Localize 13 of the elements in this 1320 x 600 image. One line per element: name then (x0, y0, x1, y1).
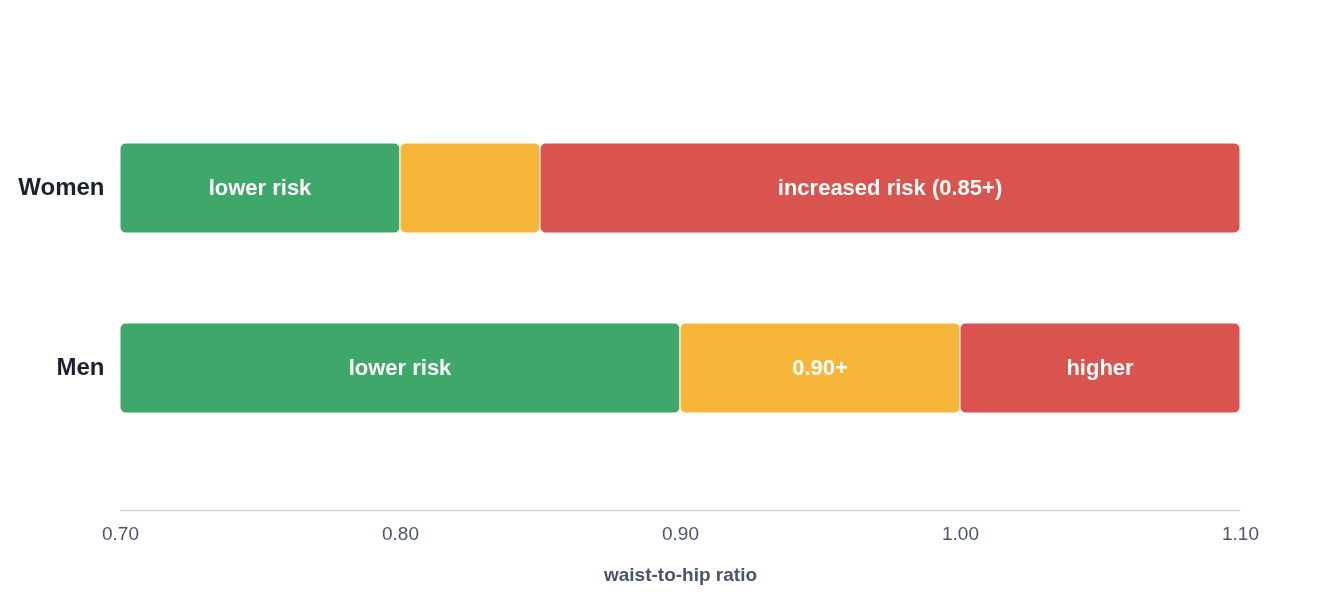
x-tick-label: 0.80 (382, 522, 419, 544)
y-tick-label: Men (56, 353, 105, 380)
data-label: lower risk (208, 175, 313, 200)
data-label: higher (1066, 355, 1135, 380)
y-tick-label: Women (18, 173, 105, 200)
data-label: increased risk (0.85+) (777, 175, 1003, 200)
data-label: lower risk (348, 355, 453, 380)
x-tick-label: 0.70 (102, 522, 139, 544)
data-label: 0.90+ (792, 355, 848, 380)
x-tick-label: 0.90 (662, 522, 699, 544)
x-axis-title: waist-to-hip ratio (602, 563, 758, 585)
x-tick-label: 1.10 (1222, 522, 1259, 544)
x-tick-label: 1.00 (942, 522, 979, 544)
